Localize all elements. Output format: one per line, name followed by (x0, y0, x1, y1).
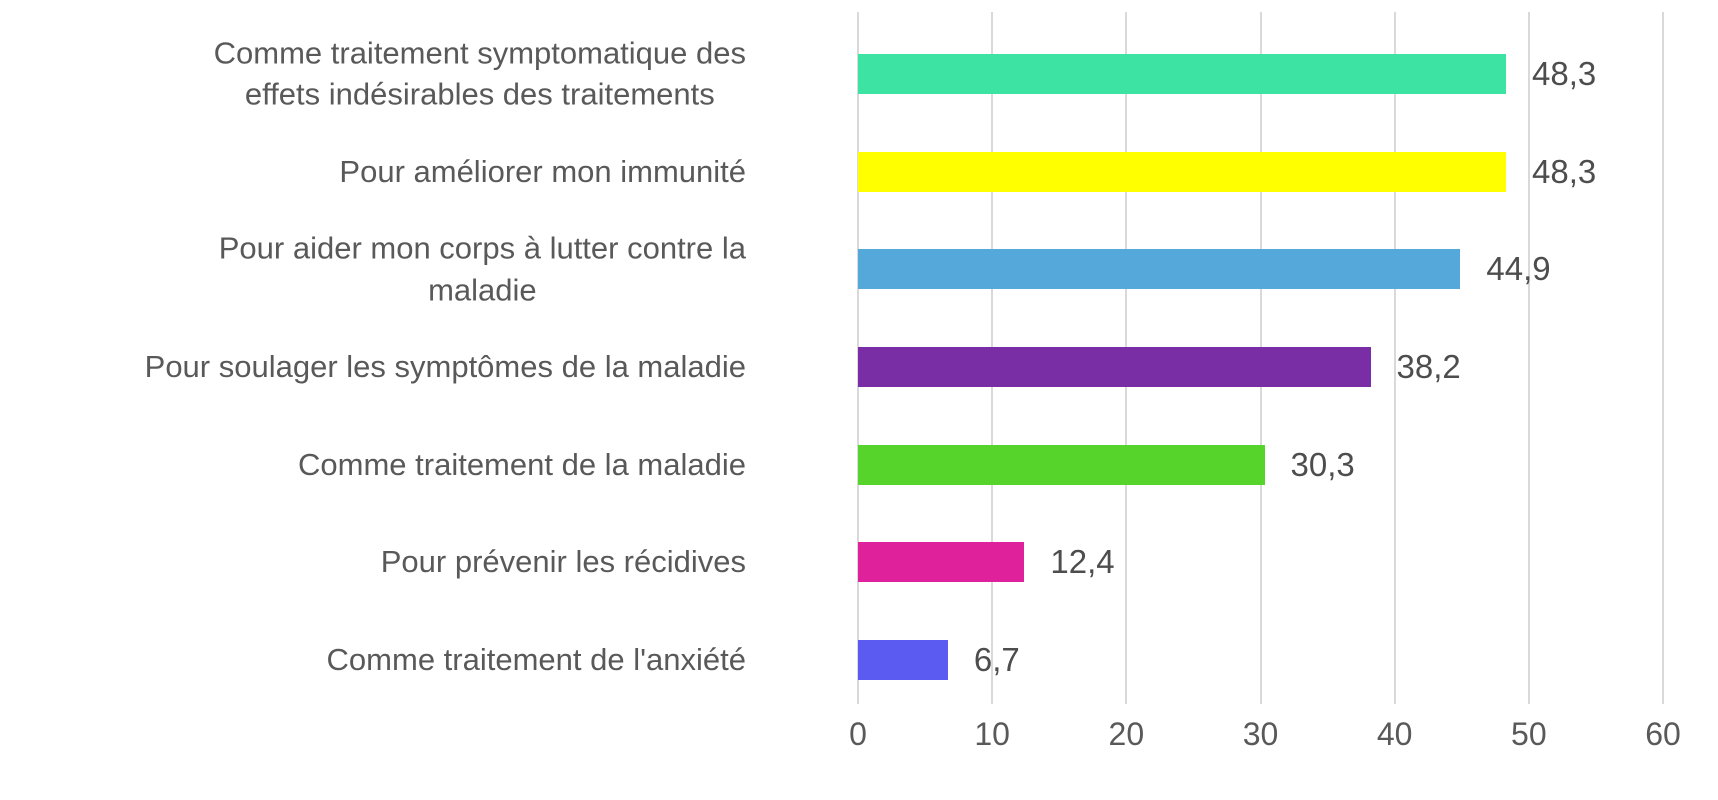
category-label: Pour soulager les symptômes de la maladi… (0, 346, 770, 388)
category-label: Pour aider mon corps à lutter contre la … (0, 228, 770, 311)
bar (858, 346, 1371, 387)
value-label: 44,9 (1486, 250, 1551, 288)
category-label: Pour prévenir les récidives (0, 542, 770, 584)
category-label-text: Comme traitement symptomatique des effet… (213, 35, 746, 112)
gridline (1527, 12, 1530, 704)
chart-row: Pour prévenir les récidives 12,4 (0, 513, 1718, 611)
value-label: 38,2 (1396, 347, 1461, 385)
bar (858, 542, 1025, 583)
x-axis-tick-label: 20 (1108, 716, 1145, 752)
bar (858, 444, 1265, 485)
category-label-text: Pour aider mon corps à lutter contre la … (218, 230, 746, 308)
category-label-text: Pour prévenir les récidives (380, 544, 746, 580)
value-label: 12,4 (1050, 543, 1115, 581)
bar (858, 249, 1461, 290)
chart-row: Pour aider mon corps à lutter contre la … (0, 220, 1718, 318)
bar (858, 53, 1507, 94)
chart-row: Pour soulager les symptômes de la maladi… (0, 318, 1718, 416)
gridline (1393, 12, 1396, 704)
category-label-text: Pour améliorer mon immunité (339, 153, 746, 189)
category-label: Comme traitement symptomatique des effet… (0, 32, 770, 115)
category-label: Comme traitement de l'anxiété (0, 639, 770, 681)
x-axis: 0 10 20 30 40 50 60 (849, 716, 1681, 766)
gridline (1662, 12, 1664, 704)
value-label: 30,3 (1290, 445, 1355, 483)
x-axis-tick-label: 0 (849, 716, 867, 752)
category-label-text: Comme traitement de l'anxiété (326, 642, 746, 678)
x-axis-tick-label: 30 (1242, 716, 1279, 752)
value-label: 48,3 (1532, 152, 1597, 190)
x-axis-tick-label: 50 (1511, 716, 1547, 752)
category-label: Pour améliorer mon immunité (0, 151, 770, 193)
chart-rows: Comme traitement symptomatique des effet… (0, 25, 1718, 709)
value-label: 6,7 (973, 640, 1020, 678)
chart-row: Comme traitement de la maladie 30,3 (0, 416, 1718, 514)
x-axis-tick-label: 60 (1645, 716, 1681, 752)
chart-row: Pour améliorer mon immunité 48,3 (0, 123, 1718, 221)
x-axis-tick-label: 10 (974, 716, 1010, 752)
x-axis-tick-label: 40 (1376, 716, 1413, 752)
chart-row: Comme traitement symptomatique des effet… (0, 25, 1718, 123)
chart-row: Comme traitement de l'anxiété 6,7 (0, 611, 1718, 709)
value-label: 48,3 (1532, 54, 1597, 92)
category-label: Comme traitement de la maladie (0, 444, 770, 486)
bar (858, 639, 948, 680)
category-label-text: Comme traitement de la maladie (298, 446, 746, 482)
bar (858, 151, 1507, 192)
category-label-text: Pour soulager les symptômes de la maladi… (144, 349, 746, 385)
